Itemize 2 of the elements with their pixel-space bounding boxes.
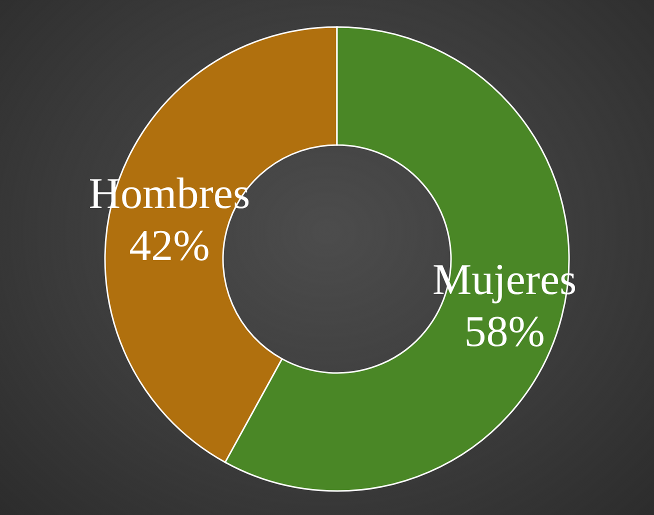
data-label: 58% [464,307,545,356]
data-label: 42% [129,220,210,270]
